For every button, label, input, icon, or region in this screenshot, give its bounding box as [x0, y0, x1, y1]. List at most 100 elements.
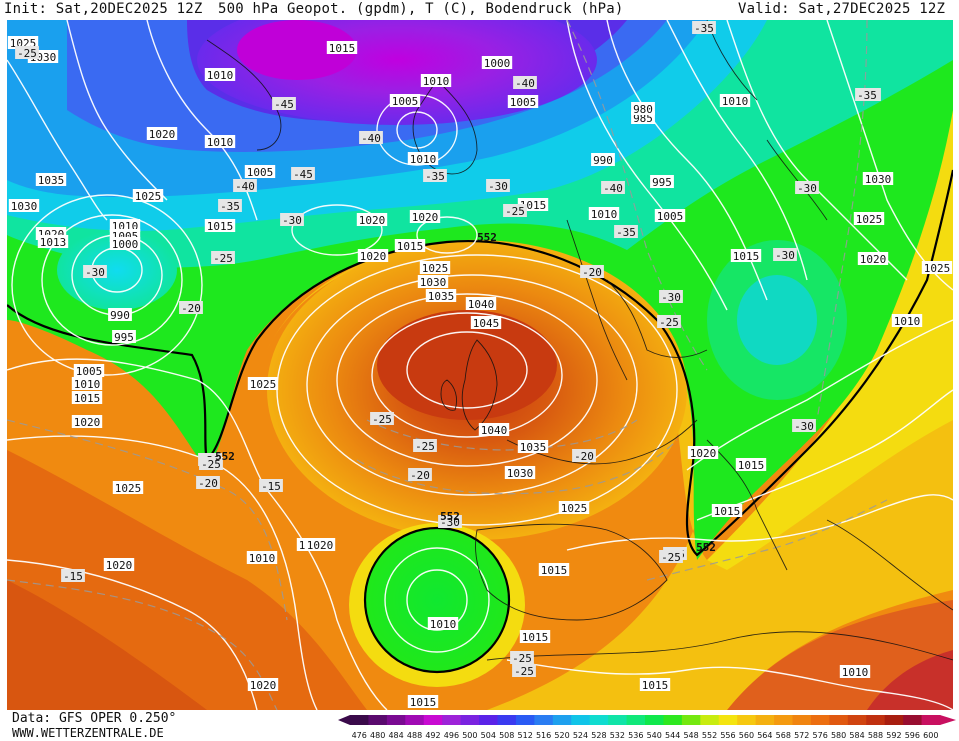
- temperature-label: -40: [359, 131, 383, 145]
- colorbar-swatch: [498, 715, 517, 725]
- colorbar-swatch: [811, 715, 830, 725]
- colorbar-tick-label: 592: [886, 731, 901, 740]
- svg-text:995: 995: [114, 331, 134, 344]
- svg-text:1015: 1015: [733, 250, 760, 263]
- map-footer: Data: GFS OPER 0.250° WWW.WETTERZENTRALE…: [0, 710, 959, 741]
- isobar-label: 1020: [72, 415, 102, 429]
- colorbar-tick-label: 536: [628, 731, 643, 740]
- svg-text:-35: -35: [220, 200, 240, 213]
- svg-text:1015: 1015: [410, 696, 437, 709]
- colorbar-swatch: [756, 715, 775, 725]
- isobar-label: 1020: [358, 249, 388, 263]
- svg-text:-35: -35: [857, 89, 877, 102]
- isobar-label: 1040: [466, 297, 496, 311]
- svg-text:-20: -20: [582, 266, 602, 279]
- isobar-label: 1020: [305, 538, 335, 552]
- colorbar-tick-label: 512: [518, 731, 533, 740]
- colorbar-tick-label: 580: [831, 731, 846, 740]
- colorbar-max-arrow: [940, 715, 956, 725]
- svg-text:-25: -25: [213, 252, 233, 265]
- temperature-label: -40: [233, 179, 257, 193]
- isobar-label: 1010: [205, 68, 235, 82]
- isobar-label: 1030: [9, 199, 39, 213]
- colorbar-swatch: [387, 715, 406, 725]
- colorbar-swatch: [682, 715, 701, 725]
- svg-text:-15: -15: [261, 480, 281, 493]
- colorbar-swatch: [368, 715, 387, 725]
- svg-text:1020: 1020: [74, 416, 101, 429]
- isobar-label: 1045: [471, 316, 501, 330]
- isobar-label: 1015: [395, 239, 425, 253]
- colorbar-tick-label: 548: [683, 731, 698, 740]
- colorbar-tick-label: 480: [370, 731, 385, 740]
- colorbar-tick-label: 600: [923, 731, 938, 740]
- temperature-label: -30: [773, 248, 797, 262]
- colorbar-swatch: [848, 715, 867, 725]
- colorbar-tick-label: 564: [757, 731, 772, 740]
- temperature-label: -15: [61, 569, 85, 583]
- isobar-label: 1035: [518, 440, 548, 454]
- temperature-label: -25: [510, 651, 534, 665]
- isobar-label: 1040: [479, 423, 509, 437]
- isobar-label: 1035: [426, 289, 456, 303]
- svg-text:-20: -20: [410, 469, 430, 482]
- isobar-label: 1015: [736, 458, 766, 472]
- temperature-label: -25: [657, 315, 681, 329]
- isobar-label: 1030: [863, 172, 893, 186]
- isobar-label: 1025: [559, 501, 589, 515]
- svg-text:-25: -25: [661, 551, 681, 564]
- temperature-label: -20: [408, 468, 432, 482]
- website-label: WWW.WETTERZENTRALE.DE: [12, 726, 164, 740]
- svg-text:1015: 1015: [207, 220, 234, 233]
- data-source-label: Data: GFS OPER 0.250°: [12, 711, 176, 726]
- geopotential-label: 552: [438, 509, 462, 523]
- svg-text:-35: -35: [425, 170, 445, 183]
- svg-text:1025: 1025: [250, 378, 277, 391]
- isobar-label: 1010: [428, 617, 458, 631]
- isobar-label: 1015: [539, 563, 569, 577]
- svg-text:-45: -45: [293, 168, 313, 181]
- isobar-label: 1025: [420, 261, 450, 275]
- svg-text:-35: -35: [616, 226, 636, 239]
- temperature-label: -25: [211, 251, 235, 265]
- svg-text:1010: 1010: [249, 552, 276, 565]
- svg-text:1005: 1005: [392, 95, 419, 108]
- temperature-label: -15: [259, 479, 283, 493]
- svg-text:1025: 1025: [856, 213, 883, 226]
- svg-text:-30: -30: [488, 180, 508, 193]
- svg-text:-15: -15: [63, 570, 83, 583]
- temperature-label: -25: [503, 204, 527, 218]
- colorbar-tick-label: 568: [776, 731, 791, 740]
- svg-text:1015: 1015: [642, 679, 669, 692]
- colorbar-tick-label: 476: [352, 731, 367, 740]
- colorbar-swatch: [922, 715, 941, 725]
- svg-text:1000: 1000: [484, 57, 511, 70]
- temperature-label: -45: [272, 97, 296, 111]
- svg-text:1010: 1010: [430, 618, 457, 631]
- isobar-label: 980: [631, 102, 655, 116]
- isobar-label: 1020: [688, 446, 718, 460]
- temperature-label: -45: [291, 167, 315, 181]
- isobar-label: 1015: [640, 678, 670, 692]
- temperature-label: -40: [601, 181, 625, 195]
- colorbar-swatch: [903, 715, 922, 725]
- svg-text:1013: 1013: [40, 236, 67, 249]
- temperature-label: -30: [795, 181, 819, 195]
- geopotential-label: 552: [694, 540, 718, 554]
- isobar-label: 1030: [505, 466, 535, 480]
- svg-text:1010: 1010: [207, 136, 234, 149]
- isobar-label: 1005: [508, 95, 538, 109]
- svg-text:-30: -30: [775, 249, 795, 262]
- svg-text:1020: 1020: [690, 447, 717, 460]
- svg-text:980: 980: [633, 103, 653, 116]
- colorbar-swatch: [793, 715, 812, 725]
- svg-text:1015: 1015: [397, 240, 424, 253]
- svg-text:1045: 1045: [473, 317, 500, 330]
- svg-text:-30: -30: [797, 182, 817, 195]
- svg-text:-30: -30: [282, 214, 302, 227]
- isobar-label: 995: [650, 175, 674, 189]
- colorbar-swatch: [424, 715, 443, 725]
- temperature-label: -30: [486, 179, 510, 193]
- colorbar-tick-label: 576: [813, 731, 828, 740]
- geopotential-label: 552: [475, 230, 499, 244]
